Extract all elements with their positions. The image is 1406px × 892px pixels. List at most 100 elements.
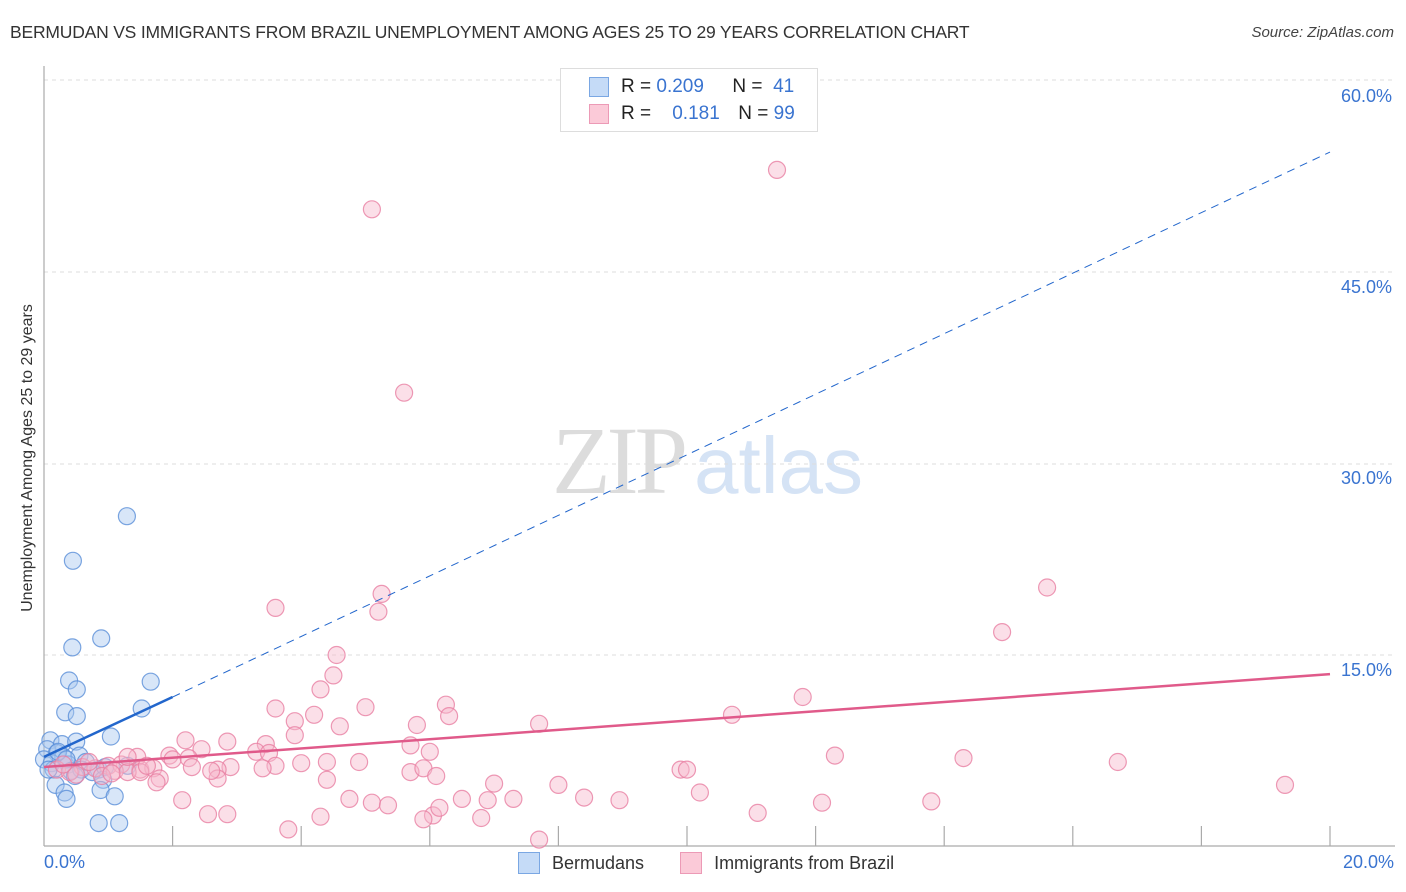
data-point xyxy=(350,752,369,772)
x-tick-0: 0.0% xyxy=(44,852,86,872)
data-point xyxy=(362,200,381,219)
data-point xyxy=(677,760,697,779)
axes xyxy=(43,66,1395,847)
data-point xyxy=(1275,775,1295,795)
bermudans-trend-line xyxy=(43,695,174,758)
r-value-bermudans: 0.209 xyxy=(656,76,704,97)
data-point xyxy=(472,808,491,828)
data-point xyxy=(436,695,455,714)
n-value-bermudans: 41 xyxy=(773,76,795,97)
correlation-legend: R = 0.209 N = 41 R = 0.181 N = 99 xyxy=(560,68,818,132)
data-point xyxy=(378,796,398,815)
data-point xyxy=(105,787,124,806)
y-tick-45: 45.0% xyxy=(1340,277,1392,297)
data-point xyxy=(427,766,446,786)
data-point xyxy=(954,748,973,768)
data-point xyxy=(440,706,459,726)
brazil-swatch-icon xyxy=(589,104,609,124)
data-point xyxy=(57,789,76,809)
data-point xyxy=(218,805,237,824)
chart-title: BERMUDAN VS IMMIGRANTS FROM BRAZIL UNEMP… xyxy=(10,22,970,42)
data-point xyxy=(922,792,941,811)
data-point xyxy=(452,789,471,809)
data-point xyxy=(992,622,1012,642)
data-point xyxy=(176,731,195,750)
data-point xyxy=(690,783,710,802)
data-point xyxy=(198,805,218,824)
data-point xyxy=(253,759,272,778)
bermudans-legend-swatch-icon xyxy=(518,852,540,874)
data-point xyxy=(793,687,812,707)
data-point xyxy=(292,754,311,773)
data-point xyxy=(266,699,285,718)
data-point xyxy=(324,666,343,685)
data-point xyxy=(118,747,137,767)
grid-lines xyxy=(44,79,1395,656)
data-point xyxy=(63,551,83,570)
source-credit: Source: ZipAtlas.com xyxy=(1251,24,1394,41)
n-value-brazil: 99 xyxy=(773,103,795,124)
data-point xyxy=(173,791,192,810)
brazil-trend-line xyxy=(43,672,1331,769)
data-point xyxy=(92,629,111,648)
data-point xyxy=(610,791,629,810)
brazil-points xyxy=(47,160,1295,849)
data-point xyxy=(395,383,414,402)
data-point xyxy=(147,773,166,792)
data-point xyxy=(407,715,426,735)
data-point xyxy=(218,732,237,751)
data-point xyxy=(67,765,86,784)
data-point xyxy=(485,774,504,793)
x-tick-20: 20.0% xyxy=(1342,852,1394,872)
data-point xyxy=(279,820,298,839)
data-point xyxy=(330,717,349,736)
data-point xyxy=(182,757,201,777)
data-point xyxy=(311,807,330,826)
n-label: N = xyxy=(738,103,769,124)
legend-item-bermudans[interactable]: Bermudans xyxy=(518,852,644,874)
data-point xyxy=(372,584,391,604)
data-point xyxy=(504,789,523,809)
r-label: R = xyxy=(621,103,652,124)
bermudans-trend-extension xyxy=(172,151,1331,698)
data-point xyxy=(327,645,346,665)
data-point xyxy=(362,793,381,812)
legend-item-brazil[interactable]: Immigrants from Brazil xyxy=(680,852,894,874)
data-point xyxy=(110,813,129,833)
trend-lines xyxy=(43,151,1331,769)
data-point xyxy=(1037,578,1057,597)
data-point xyxy=(423,806,443,825)
data-point xyxy=(574,788,594,807)
data-point xyxy=(430,798,449,817)
data-point xyxy=(825,746,845,765)
legend-row-brazil: R = 0.181 N = 99 xyxy=(589,102,795,126)
bermudans-swatch-icon xyxy=(589,77,609,97)
data-point xyxy=(137,756,156,775)
data-point xyxy=(56,703,75,722)
r-value-brazil: 0.181 xyxy=(672,103,720,124)
data-point xyxy=(356,698,375,717)
data-point xyxy=(102,764,121,783)
data-point xyxy=(118,762,137,782)
data-point xyxy=(812,793,832,812)
brazil-legend-swatch-icon xyxy=(680,852,703,874)
legend-row-bermudans: R = 0.209 N = 41 xyxy=(589,75,794,99)
data-point xyxy=(67,706,86,726)
data-point xyxy=(414,810,433,829)
data-point xyxy=(89,813,108,833)
data-point xyxy=(63,638,82,657)
data-point xyxy=(1108,752,1127,772)
data-point xyxy=(420,742,439,761)
data-point xyxy=(55,783,74,802)
data-point xyxy=(317,752,336,772)
data-point xyxy=(285,712,304,731)
data-point xyxy=(340,789,359,809)
data-point xyxy=(767,160,787,179)
data-point xyxy=(117,507,137,526)
data-point xyxy=(79,752,99,772)
data-point xyxy=(671,760,690,779)
n-label: N = xyxy=(732,76,763,97)
data-point xyxy=(192,740,211,759)
data-point xyxy=(529,830,549,849)
